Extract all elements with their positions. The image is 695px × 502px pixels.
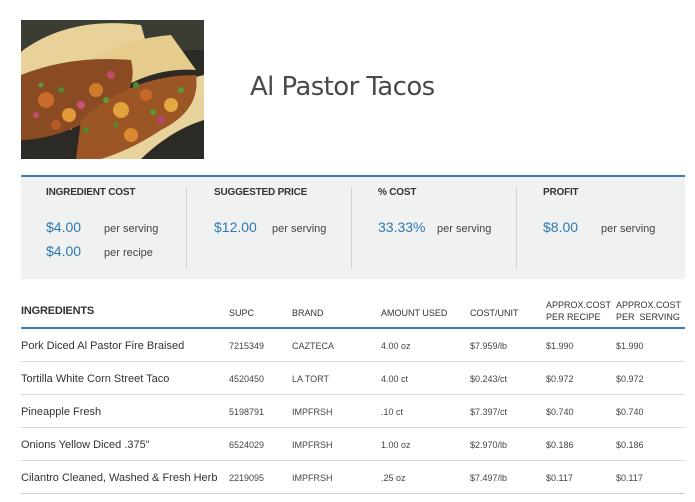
table-row: Pineapple Fresh 5198791 IMPFRSH .10 ct $… xyxy=(21,395,685,428)
ingredient-brand: CAZTECA xyxy=(292,341,335,351)
header-ingredients: INGREDIENTS xyxy=(21,305,94,317)
ingredient-amount: 4.00 ct xyxy=(381,374,409,384)
header-approx-cost-per-serving: APPROX.COST PER SERVING xyxy=(616,299,681,323)
ingredient-brand: IMPFRSH xyxy=(292,407,333,417)
ingredient-supc: 2219095 xyxy=(229,473,265,483)
table-row: Cilantro Cleaned, Washed & Fresh Herb 22… xyxy=(21,461,685,494)
ingredient-cost-unit: $7.497/lb xyxy=(470,473,508,483)
table-row: Onions Yellow Diced .375" 6524029 IMPFRS… xyxy=(21,428,685,461)
table-row: Pork Diced Al Pastor Fire Braised 721534… xyxy=(21,329,685,362)
ingredient-name: Cilantro Cleaned, Washed & Fresh Herb xyxy=(21,472,218,484)
header-approx-cost-per-recipe-line2: PER RECIPE xyxy=(546,312,601,322)
ingredient-cost-per-serving: $0.117 xyxy=(616,473,643,483)
header-amount-used: AMOUNT USED xyxy=(381,308,448,318)
ingredients-table: INGREDIENTS SUPC BRAND AMOUNT USED COST/… xyxy=(21,295,685,494)
header-approx-cost-per-recipe: APPROX.COST PER RECIPE xyxy=(546,299,611,323)
summary-divider xyxy=(516,187,517,269)
recipe-photo xyxy=(21,20,204,159)
ingredient-supc: 4520450 xyxy=(229,374,265,384)
suggested-price-value: $12.00 xyxy=(214,219,257,235)
ingredient-cost-per-serving-value: $4.00 xyxy=(46,219,82,235)
ingredient-amount: 4.00 oz xyxy=(381,341,411,351)
ingredient-cost-per-recipe-unit: per recipe xyxy=(104,247,153,259)
table-row: Tortilla White Corn Street Taco 4520450 … xyxy=(21,362,685,395)
ingredient-cost-per-serving: $0.972 xyxy=(616,374,644,384)
ingredient-name: Onions Yellow Diced .375" xyxy=(21,439,150,451)
ingredient-cost-per-serving-unit: per serving xyxy=(104,223,159,235)
cost-summary-panel: INGREDIENT COST $4.00 per serving $4.00 … xyxy=(21,175,685,279)
ingredient-cost-unit: $7.397/ct xyxy=(470,407,508,417)
ingredient-name: Pork Diced Al Pastor Fire Braised xyxy=(21,340,185,352)
suggested-price-label: SUGGESTED PRICE xyxy=(214,187,308,198)
summary-divider xyxy=(351,187,352,269)
percent-cost-label: % COST xyxy=(378,187,417,198)
ingredient-amount: 1.00 oz xyxy=(381,440,411,450)
ingredient-name: Tortilla White Corn Street Taco xyxy=(21,373,170,385)
recipe-title: Al Pastor Tacos xyxy=(250,72,435,102)
percent-cost-unit: per serving xyxy=(437,223,492,235)
ingredient-brand: LA TORT xyxy=(292,374,330,384)
tacos-image xyxy=(21,20,204,159)
summary-divider xyxy=(186,187,187,269)
profit-unit: per serving xyxy=(601,223,656,235)
ingredient-supc: 6524029 xyxy=(229,440,265,450)
header-supc: SUPC xyxy=(229,308,255,318)
header-brand: BRAND xyxy=(292,308,324,318)
ingredient-amount: .10 ct xyxy=(381,407,404,417)
ingredient-cost-label: INGREDIENT COST xyxy=(46,187,136,198)
header-approx-cost-per-recipe-line1: APPROX.COST xyxy=(546,300,612,310)
ingredient-cost-per-serving: $0.740 xyxy=(616,407,644,417)
profit-value: $8.00 xyxy=(543,219,579,235)
ingredient-cost-per-recipe-value: $4.00 xyxy=(46,243,82,259)
ingredient-cost-unit: $0.243/ct xyxy=(470,374,508,384)
ingredient-brand: IMPFRSH xyxy=(292,440,333,450)
ingredient-name: Pineapple Fresh xyxy=(21,406,102,418)
ingredient-cost-per-recipe: $0.972 xyxy=(546,374,574,384)
profit-label: PROFIT xyxy=(543,187,579,198)
ingredient-supc: 7215349 xyxy=(229,341,265,351)
ingredient-cost-per-recipe: $0.117 xyxy=(546,473,573,483)
ingredient-brand: IMPFRSH xyxy=(292,473,333,483)
ingredient-cost-per-serving: $1.990 xyxy=(616,341,644,351)
percent-cost-value: 33.33% xyxy=(378,219,426,235)
table-header: INGREDIENTS SUPC BRAND AMOUNT USED COST/… xyxy=(21,295,685,329)
ingredient-amount: .25 oz xyxy=(381,473,406,483)
ingredient-cost-unit: $7.959/lb xyxy=(470,341,508,351)
ingredient-cost-per-recipe: $0.186 xyxy=(546,440,574,450)
header-approx-cost-per-serving-line2: PER SERVING xyxy=(616,312,680,322)
header-cost-unit: COST/UNIT xyxy=(470,308,519,318)
ingredient-cost-unit: $2.970/lb xyxy=(470,440,508,450)
suggested-price-unit: per serving xyxy=(272,223,327,235)
ingredient-cost-per-recipe: $1.990 xyxy=(546,341,574,351)
ingredient-cost-per-serving: $0.186 xyxy=(616,440,644,450)
ingredient-supc: 5198791 xyxy=(229,407,265,417)
ingredient-cost-per-recipe: $0.740 xyxy=(546,407,574,417)
header-approx-cost-per-serving-line1: APPROX.COST xyxy=(616,300,682,310)
